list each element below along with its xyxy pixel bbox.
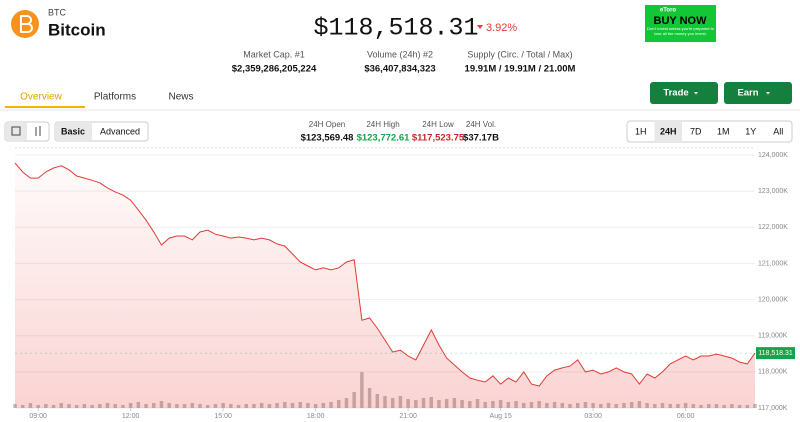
y-tick-label: 119,000K — [758, 333, 788, 340]
tab[interactable]: News — [168, 92, 193, 103]
down-arrow — [477, 25, 483, 29]
tab[interactable]: Overview — [20, 92, 62, 103]
tab-underline — [5, 106, 85, 108]
mode-active[interactable] — [55, 122, 92, 141]
range-button[interactable]: 1H — [635, 126, 647, 136]
x-tick-label: 18:00 — [307, 413, 325, 420]
range-button[interactable]: 1M — [717, 126, 730, 136]
stat-label: Market Cap. #1 — [243, 49, 305, 59]
y-tick-label: 120,000K — [758, 296, 788, 303]
day-stat-value: $123,772.61 — [357, 133, 411, 144]
mode[interactable]: Advanced — [100, 126, 140, 136]
y-tick-label: 117,000K — [758, 405, 788, 412]
x-tick-label: Aug 15 — [490, 413, 512, 420]
day-stat-label: 24H High — [366, 120, 399, 129]
stat-value: $36,407,834,323 — [364, 64, 435, 75]
day-stat-value: $117,523.75 — [412, 133, 465, 144]
x-tick-label: 12:00 — [122, 413, 140, 420]
ad-disclaimer: Don't invest unless you're prepared to l… — [647, 27, 714, 36]
price-area — [15, 163, 755, 408]
price-chart: 117,000K 118,000K 119,000K 120,000K 121,000K… — [13, 147, 795, 420]
caret — [694, 92, 698, 95]
price-line — [14, 162, 756, 387]
x-tick-label: 09:00 — [29, 413, 47, 420]
stat-value: 19.91M / 19.91M / 21.00M — [465, 64, 576, 75]
change: 3.92% — [486, 22, 517, 34]
ad-note-box: Don't invest unless you're prepared to l… — [647, 27, 714, 36]
button-label[interactable]: Trade — [663, 88, 688, 99]
range-button[interactable]: 1Y — [745, 126, 756, 136]
candle-icon[interactable] — [35, 126, 41, 136]
caret — [766, 92, 770, 95]
day-stat-value: $37.17B — [463, 133, 499, 144]
range-selector[interactable]: 1H 24H 7D 1M 1Y All — [626, 120, 793, 143]
day-stat-label: 24H Low — [422, 120, 454, 129]
stat-label: Supply (Circ. / Total / Max) — [467, 49, 572, 59]
coin-name: Bitcoin — [48, 20, 106, 39]
range-button[interactable]: All — [773, 126, 783, 136]
range-box[interactable] — [626, 120, 793, 143]
stat-value: $2,359,286,205,224 — [232, 64, 317, 75]
day-stat-value: $123,569.48 — [301, 133, 354, 144]
ad[interactable]: eToro BUY NOW Don't invest unless you're… — [645, 5, 716, 42]
x-tick-label: 15:00 — [214, 413, 232, 420]
tab[interactable]: Platforms — [94, 92, 136, 103]
ad-box[interactable] — [645, 5, 716, 42]
ad-brand: eToro — [660, 8, 677, 14]
trade-button[interactable]: Trade — [650, 82, 718, 104]
button-bg[interactable] — [724, 82, 792, 104]
y-tick-label: 122,000K — [758, 224, 788, 231]
symbol: BTC — [48, 7, 67, 17]
price-tag-label: 118,518.31 — [758, 350, 793, 357]
day-stat-label: 24H Open — [309, 120, 345, 129]
y-tick-label: 123,000K — [758, 188, 788, 195]
price-tag-box — [756, 347, 795, 360]
stat-label: Volume (24h) #2 — [367, 49, 433, 59]
y-tick-label: 121,000K — [758, 260, 788, 267]
button-label[interactable]: Earn — [737, 88, 758, 99]
price: $118,518.31 — [313, 14, 478, 43]
range-active[interactable] — [654, 121, 683, 142]
day-stat-label: 24H Vol. — [466, 120, 496, 129]
y-tick-label: 124,000K — [758, 152, 788, 159]
mode[interactable]: Basic — [61, 126, 85, 136]
line-icon — [11, 126, 21, 136]
earn-button[interactable]: Earn — [724, 82, 792, 104]
line-icon-bg[interactable] — [5, 122, 27, 141]
x-tick-label: 03:00 — [584, 413, 602, 420]
ad-cta: BUY NOW — [654, 15, 708, 27]
range-button[interactable]: 24H — [660, 126, 677, 136]
x-tick-label: 21:00 — [399, 413, 417, 420]
button-bg[interactable] — [650, 82, 718, 104]
x-tick-label: 06:00 — [677, 413, 695, 420]
coin-glyph — [20, 15, 33, 33]
y-tick-label: 118,000K — [758, 369, 788, 376]
range-button[interactable]: 7D — [690, 126, 702, 136]
